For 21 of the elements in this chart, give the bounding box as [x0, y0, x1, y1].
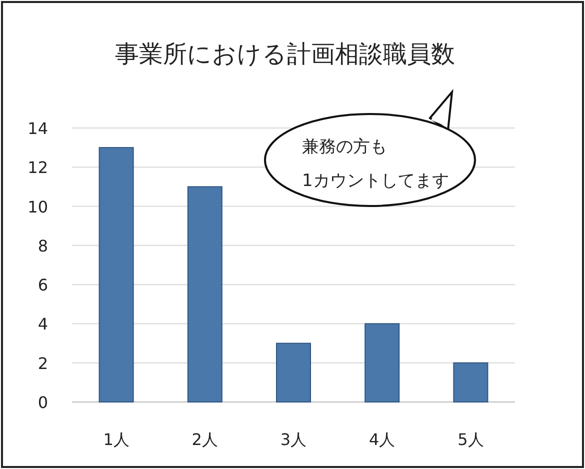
bar	[187, 186, 222, 402]
y-tick-label: 2	[38, 354, 48, 373]
annotation: 兼務の方も	[302, 137, 387, 157]
x-tick-label: 5人	[458, 430, 484, 449]
chart-title: 事業所における計画相談職員数	[115, 40, 455, 68]
y-tick-label: 6	[38, 276, 48, 295]
y-tick-label: 4	[38, 314, 48, 334]
bar	[453, 362, 488, 402]
y-tick-label: 12	[28, 158, 48, 178]
y-tick-label: 0	[38, 393, 48, 412]
x-tick-label: 2人	[192, 430, 218, 449]
x-tick-label: 4人	[369, 430, 396, 449]
x-tick-label: 3人	[280, 430, 307, 449]
y-tick-label: 14	[28, 119, 48, 138]
bar	[98, 147, 134, 402]
annotation: 1カウントしてます	[302, 171, 449, 191]
bar	[364, 323, 400, 402]
bar	[276, 342, 311, 402]
x-tick-label: 1人	[103, 430, 130, 449]
y-tick-label: 10	[28, 197, 48, 216]
y-tick-label: 8	[38, 236, 48, 256]
